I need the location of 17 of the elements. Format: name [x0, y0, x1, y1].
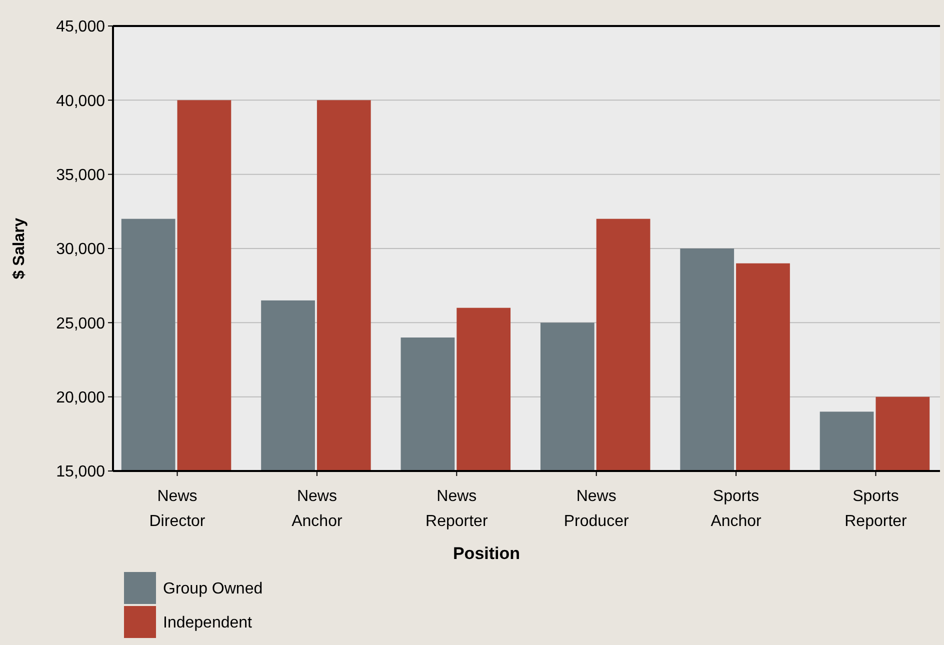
x-tick-label: News Director — [149, 488, 206, 530]
x-tick-label: Sports Anchor — [710, 488, 762, 530]
x-tick-label: News Producer — [564, 488, 630, 530]
y-axis-title: $ Salary — [11, 218, 28, 280]
x-tick-label: News Anchor — [292, 488, 343, 530]
y-tick-label: 30,000 — [56, 241, 106, 258]
y-tick-label: 15,000 — [56, 464, 106, 481]
legend-label: Independent — [163, 614, 253, 632]
y-tick-label: 35,000 — [56, 166, 106, 184]
x-tick-label: News Reporter — [426, 488, 488, 530]
y-tick-label: 20,000 — [56, 389, 106, 406]
x-tick-label: Sports Reporter — [844, 488, 908, 530]
legend-label: Group Owned — [163, 580, 263, 598]
y-tick-label: 45,000 — [56, 18, 106, 36]
x-axis-title: Position — [452, 544, 520, 563]
y-tick-label: 40,000 — [56, 92, 106, 110]
y-tick-label: 25,000 — [56, 315, 106, 332]
